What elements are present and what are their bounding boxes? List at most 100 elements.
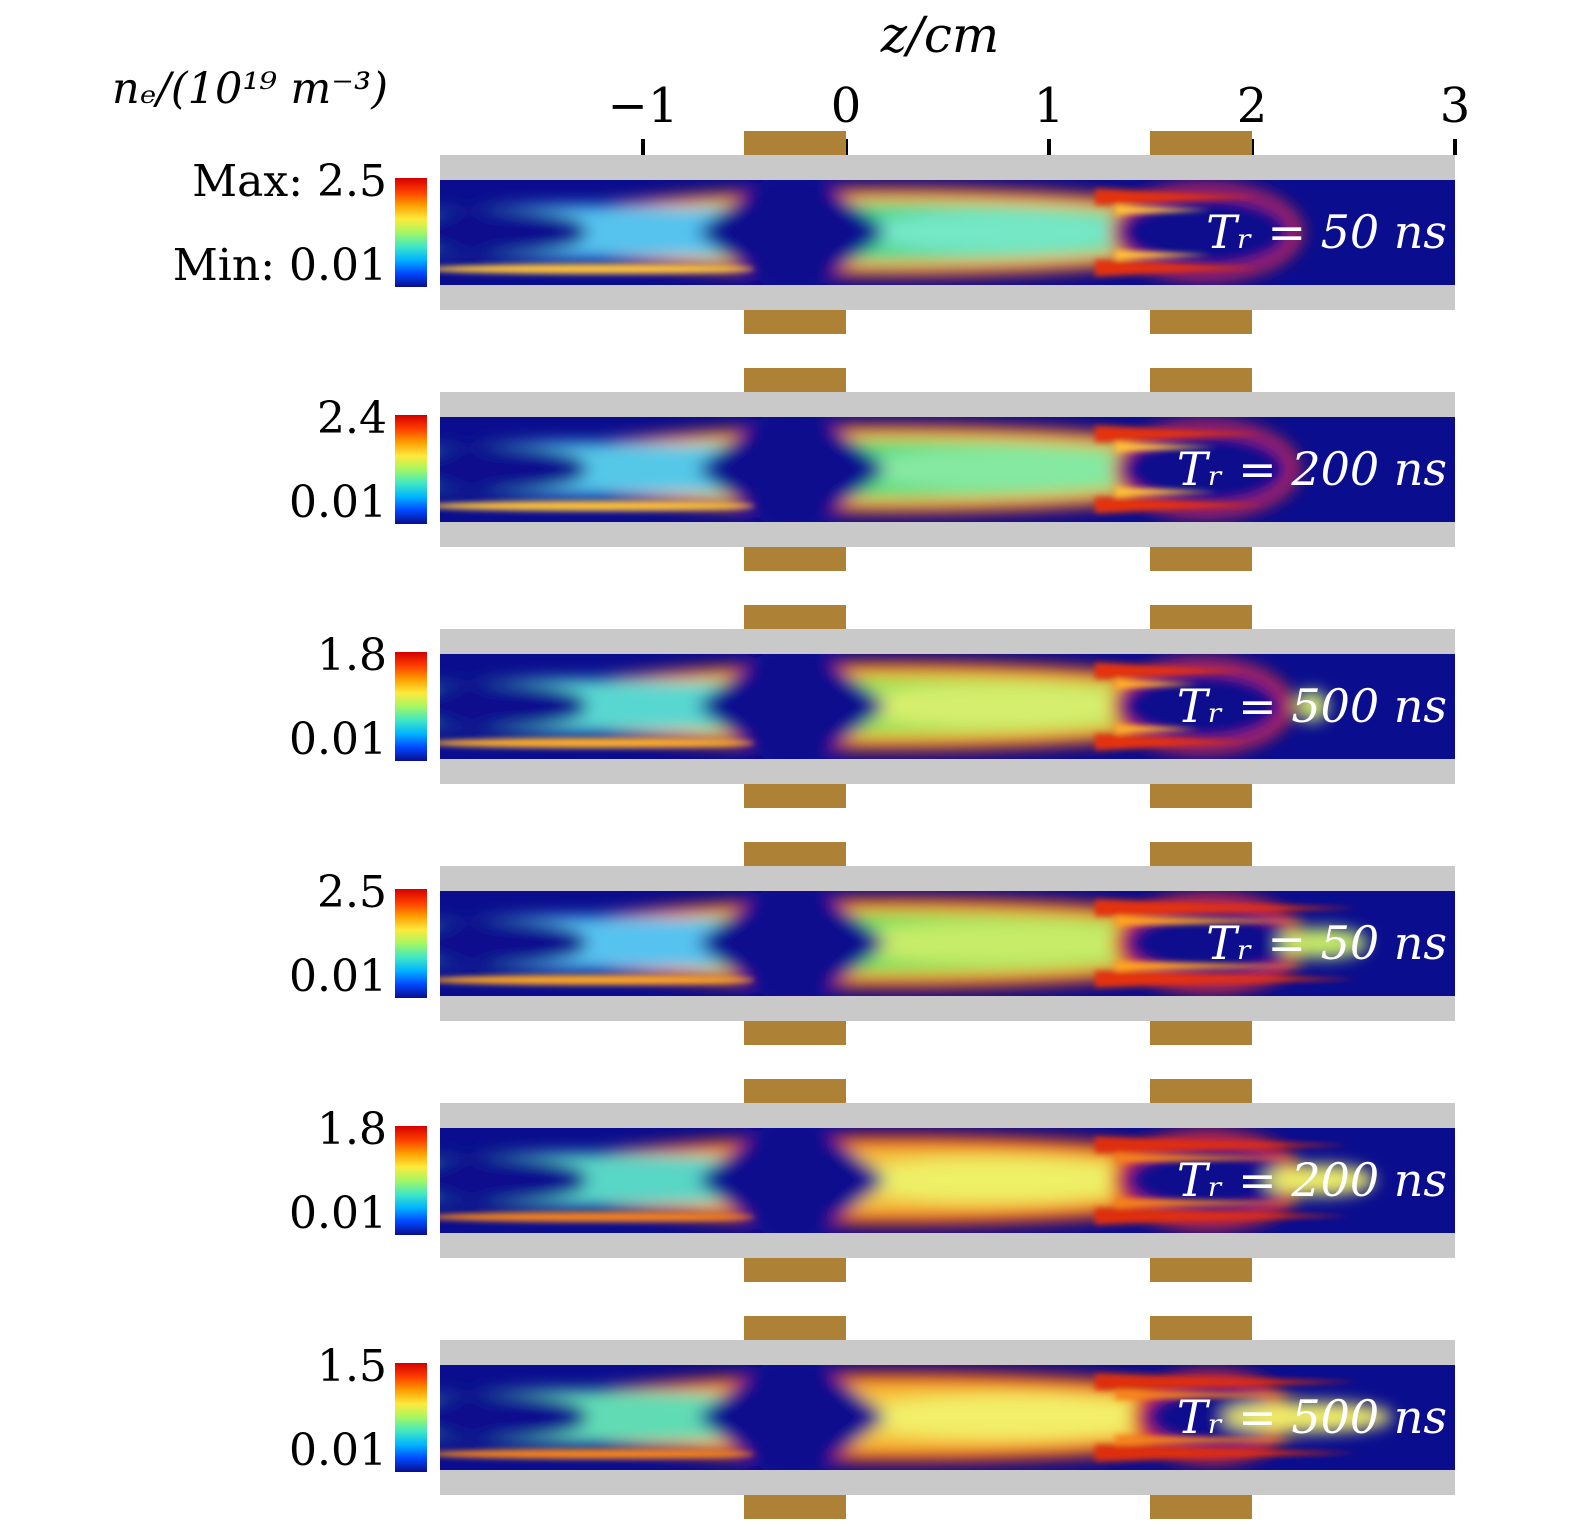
axis-tick-label: 3 — [1439, 78, 1471, 134]
rise-time-label: Tᵣ = 50 ns — [1206, 205, 1447, 259]
colorbar-max-label: 2.4 — [317, 393, 387, 444]
electrode-bottom-right — [1150, 1495, 1252, 1519]
rise-time-label: Tᵣ = 200 ns — [1176, 1153, 1447, 1207]
tube-wall-bottom — [440, 522, 1455, 547]
electrode-top-left — [744, 842, 846, 866]
plasma-density-map — [440, 180, 1455, 285]
electrode-top-right — [1150, 1316, 1252, 1340]
axis-tick-mark — [1047, 139, 1051, 155]
rise-time-label: Tᵣ = 500 ns — [1176, 1390, 1447, 1444]
plasma-field-svg — [440, 891, 1455, 996]
tube-wall-top — [440, 392, 1455, 417]
plasma-density-map — [440, 1365, 1455, 1470]
colorbar-max-label: 1.8 — [317, 1104, 387, 1155]
electrode-top-left — [744, 605, 846, 629]
electrode-bottom-right — [1150, 547, 1252, 571]
colorbar-min-label: 0.01 — [289, 714, 387, 765]
electrode-bottom-right — [1150, 1258, 1252, 1282]
plasma-field-svg — [440, 417, 1455, 522]
tube-wall-bottom — [440, 1233, 1455, 1258]
electrode-top-right — [1150, 131, 1252, 155]
plasma-density-map — [440, 891, 1455, 996]
electrode-top-left — [744, 131, 846, 155]
colorbar-min-label: 0.01 — [289, 951, 387, 1002]
colorbar-max-label: 2.5 — [317, 867, 387, 918]
tube-wall-bottom — [440, 1470, 1455, 1495]
plasma-filaments — [440, 663, 1248, 750]
tube-wall-top — [440, 629, 1455, 654]
axis-title: z/cm — [880, 6, 1000, 64]
tube-wall-top — [440, 866, 1455, 891]
electrode-top-right — [1150, 1079, 1252, 1103]
plasma-field-svg — [440, 180, 1455, 285]
colorbar-min-label: 0.01 — [289, 1425, 387, 1476]
axis-tick-mark — [844, 139, 848, 155]
electrode-top-left — [744, 1079, 846, 1103]
plasma-density-map — [440, 654, 1455, 759]
plasma-filaments — [440, 189, 1260, 276]
colorbar — [395, 1126, 427, 1235]
plasma-filaments — [440, 900, 1358, 987]
colorbar — [395, 652, 427, 761]
colorbar-title: nₑ/(10¹⁹ m⁻³) — [112, 64, 388, 114]
colorbar-max-label: 1.5 — [317, 1341, 387, 1392]
axis-tick-mark — [1453, 139, 1457, 155]
rise-time-label: Tᵣ = 50 ns — [1206, 916, 1447, 970]
panel: Max: 2.5 Min: 0.01 Tᵣ = 50 ns — [173, 131, 1455, 334]
colorbar — [395, 889, 427, 998]
tube-wall-top — [440, 155, 1455, 180]
plasma-field-svg — [440, 1365, 1455, 1470]
tube-wall-top — [440, 1103, 1455, 1128]
colorbar — [395, 1363, 427, 1472]
electrode-top-left — [744, 1316, 846, 1340]
tube-wall-bottom — [440, 285, 1455, 310]
plasma-blobs — [440, 180, 1302, 285]
plasma-blobs — [440, 417, 1299, 522]
colorbar-max-label: Max: 2.5 — [192, 156, 387, 207]
axis-tick-label: 2 — [1236, 78, 1268, 134]
tube-wall-bottom — [440, 996, 1455, 1021]
electrode-bottom-left — [744, 1495, 846, 1519]
electrode-bottom-left — [744, 784, 846, 808]
colorbar — [395, 178, 427, 287]
rise-time-label: Tᵣ = 200 ns — [1176, 442, 1447, 496]
plasma-density-map — [440, 417, 1455, 522]
axis-tick-label: −1 — [607, 78, 679, 134]
plasma-filaments — [440, 1137, 1350, 1224]
colorbar-max-label: 1.8 — [317, 630, 387, 681]
plasma-field-svg — [440, 654, 1455, 759]
panel: 1.5 0.01 Tᵣ = 500 ns — [289, 1316, 1455, 1519]
plasma-blobs — [440, 891, 1368, 996]
colorbar — [395, 415, 427, 524]
panel: 1.8 0.01 Tᵣ = 500 ns — [289, 605, 1455, 808]
colorbar-min-label: 0.01 — [289, 1188, 387, 1239]
tube-wall-bottom — [440, 759, 1455, 784]
electrode-bottom-left — [744, 310, 846, 334]
plasma-filaments — [440, 426, 1265, 513]
panel: 2.5 0.01 Tᵣ = 50 ns — [289, 842, 1455, 1045]
electrode-bottom-left — [744, 1258, 846, 1282]
plasma-filaments — [440, 1374, 1358, 1461]
axis-tick-label: 0 — [830, 78, 862, 134]
electrode-bottom-left — [744, 547, 846, 571]
rise-time-label: Tᵣ = 500 ns — [1176, 679, 1447, 733]
plasma-blobs — [440, 654, 1328, 759]
axis-tick-mark — [641, 139, 645, 155]
electrode-top-left — [744, 368, 846, 392]
plasma-blobs — [440, 1365, 1393, 1470]
tube-wall-top — [440, 1340, 1455, 1365]
electrode-top-right — [1150, 842, 1252, 866]
axis-tick-label: 1 — [1033, 78, 1065, 134]
electrode-top-right — [1150, 368, 1252, 392]
plasma-field-svg — [440, 1128, 1455, 1233]
panel: 2.4 0.01 Tᵣ = 200 ns — [289, 368, 1455, 571]
panel: 1.8 0.01 Tᵣ = 200 ns — [289, 1079, 1455, 1282]
electrode-top-right — [1150, 605, 1252, 629]
plasma-density-map — [440, 1128, 1455, 1233]
electrode-bottom-right — [1150, 310, 1252, 334]
electrode-bottom-left — [744, 1021, 846, 1045]
axis-tick-mark — [1250, 139, 1254, 155]
electrode-bottom-right — [1150, 784, 1252, 808]
colorbar-min-label: Min: 0.01 — [172, 240, 387, 291]
